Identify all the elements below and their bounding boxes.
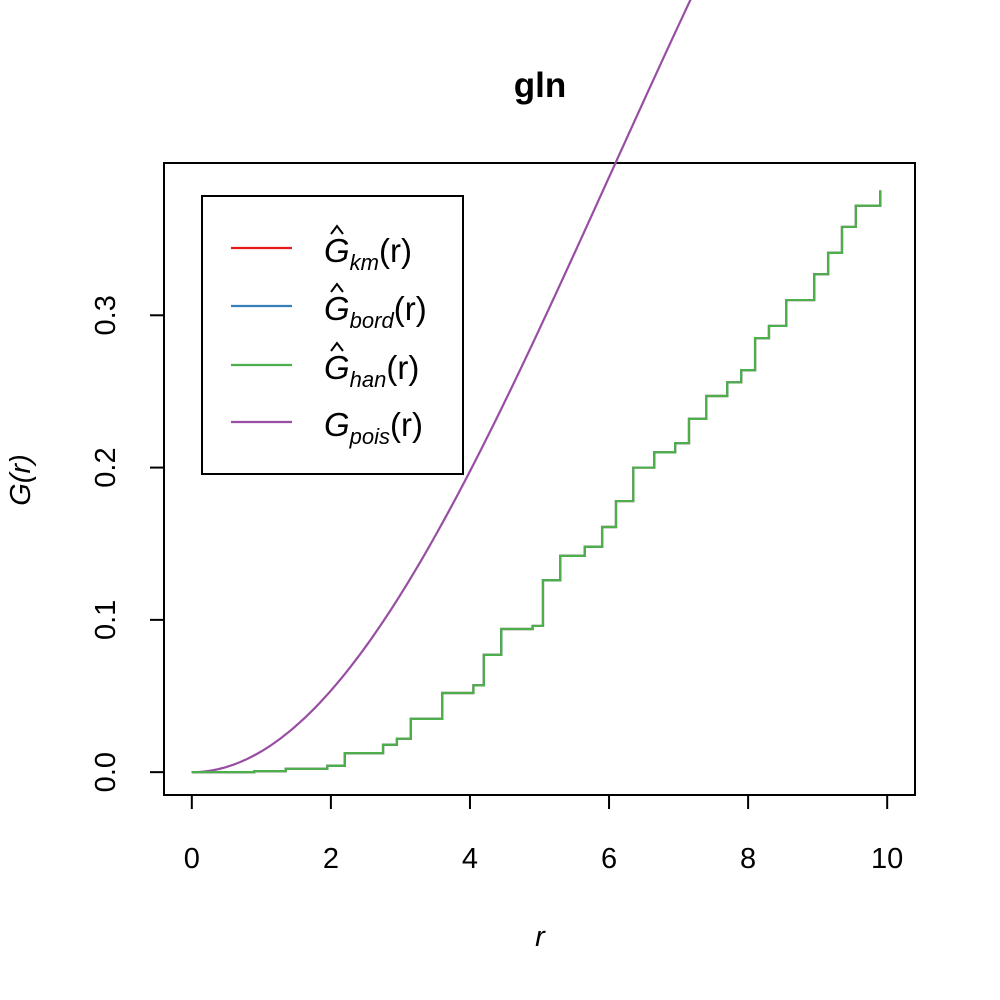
legend-label-pois: Gpois(r) xyxy=(324,406,423,449)
x-tick-label: 8 xyxy=(740,843,756,875)
x-axis: 0 2 4 6 8 10 xyxy=(184,794,903,875)
legend-item-han: Ghan(r) xyxy=(231,341,419,392)
x-tick-label: 2 xyxy=(323,843,339,875)
x-tick-label: 4 xyxy=(462,843,478,875)
legend-item-bord: Gbord(r) xyxy=(231,282,427,333)
legend: Gkm(r) Gbord(r) Ghan(r) Gpois(r) xyxy=(201,195,464,475)
legend-label-km: Gkm(r) xyxy=(324,232,412,275)
legend-label-bord: Gbord(r) xyxy=(324,290,427,333)
x-tick-label: 10 xyxy=(871,843,903,875)
legend-hat-km xyxy=(330,224,344,235)
y-axis-label: G(r) xyxy=(5,454,37,506)
y-axis: 0.0 0.1 0.2 0.3 xyxy=(90,295,165,792)
x-tick-label: 6 xyxy=(601,843,617,875)
y-tick-label: 0.3 xyxy=(90,295,122,335)
legend-hat-han xyxy=(330,341,344,352)
legend-item-km: Gkm(r) xyxy=(231,224,412,275)
legend-item-pois: Gpois(r) xyxy=(231,406,423,449)
y-tick-label: 0.0 xyxy=(90,752,122,792)
y-tick-label: 0.2 xyxy=(90,447,122,487)
chart-title: gln xyxy=(514,66,566,105)
legend-label-han: Ghan(r) xyxy=(324,349,419,392)
x-axis-label: r xyxy=(535,921,546,953)
x-tick-label: 0 xyxy=(184,843,200,875)
y-tick-label: 0.1 xyxy=(90,600,122,640)
legend-hat-bord xyxy=(330,282,344,293)
legend-box xyxy=(201,195,464,475)
series-line-han xyxy=(191,190,882,774)
series-line-pois xyxy=(191,0,692,774)
series-layer xyxy=(191,0,882,774)
